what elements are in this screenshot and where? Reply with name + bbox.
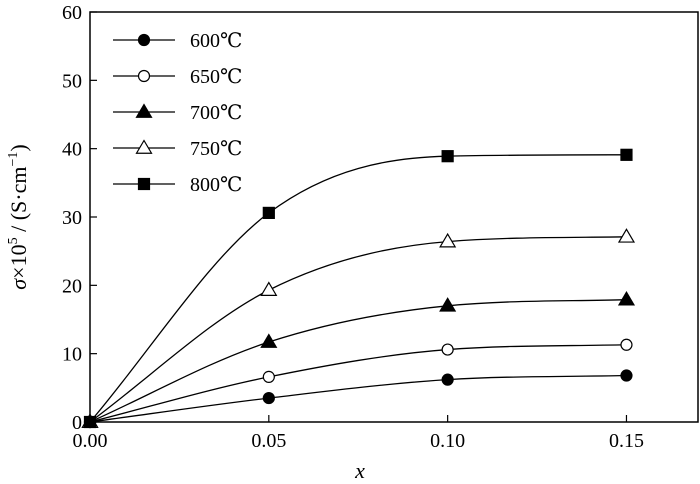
data-point (441, 343, 454, 356)
y-axis: 0 10 20 30 40 50 60 (62, 2, 97, 434)
series-line (89, 344, 627, 423)
legend-marker (135, 103, 153, 118)
legend-label: 750℃ (190, 138, 242, 160)
y-tick-label: 50 (62, 70, 82, 92)
data-point (620, 369, 633, 382)
y-tick-label: 20 (62, 275, 82, 297)
series-line (89, 236, 627, 423)
x-tick-label: 0.10 (430, 430, 465, 452)
data-point (260, 333, 278, 348)
series-0 (83, 369, 633, 429)
data-point (441, 150, 454, 163)
series-2 (81, 290, 636, 428)
x-tick-label: 0.00 (73, 430, 108, 452)
legend-marker (137, 177, 151, 191)
x-tick-label: 0.15 (609, 430, 644, 452)
legend-entry: 800℃ (113, 174, 242, 196)
x-tick-label: 0.05 (251, 430, 286, 452)
legend-marker (137, 69, 151, 83)
series-layer (81, 148, 636, 429)
y-tick-label: 0 (72, 412, 82, 434)
y-tick-label: 30 (62, 207, 82, 229)
series-line (89, 299, 627, 423)
data-point (439, 232, 457, 248)
x-axis-label: x (354, 458, 365, 483)
y-tick-label: 10 (62, 344, 82, 366)
data-point (260, 281, 278, 296)
series-4 (83, 148, 633, 429)
y-label-times: ×10 (6, 244, 31, 278)
y-label-unit-open: / (S·cm (6, 167, 31, 238)
legend-marker (137, 33, 151, 47)
legend: 600℃ 650℃ 700℃ 750℃ 800℃ (113, 30, 242, 196)
y-tick-label: 40 (62, 139, 82, 161)
legend-label: 600℃ (190, 30, 242, 52)
data-point (617, 290, 636, 306)
series-line (89, 154, 627, 423)
series-3 (81, 228, 636, 428)
data-point (262, 206, 275, 219)
data-point (617, 228, 636, 243)
data-point (439, 297, 457, 312)
data-point (262, 370, 275, 383)
data-point (620, 338, 633, 351)
legend-entry: 750℃ (113, 138, 242, 160)
data-point (262, 391, 275, 405)
series-line (89, 374, 627, 423)
data-point (441, 373, 454, 386)
legend-entry: 700℃ (113, 102, 242, 124)
legend-label: 700℃ (190, 102, 242, 124)
legend-entry: 600℃ (113, 30, 242, 52)
legend-entry: 650℃ (113, 66, 242, 88)
legend-label: 650℃ (190, 66, 242, 88)
y-axis-label: σ×105 / (S·cm−1) (6, 144, 31, 289)
legend-marker (135, 139, 153, 154)
legend-label: 800℃ (190, 174, 242, 196)
series-1 (83, 338, 633, 429)
plot-frame (89, 11, 699, 423)
y-label-unit-exp: −1 (6, 152, 21, 167)
data-point (620, 148, 633, 161)
y-label-unit-close: ) (6, 144, 31, 151)
y-label-exp: 5 (6, 237, 21, 244)
y-tick-label: 60 (62, 2, 82, 24)
x-axis: 0.00 0.05 0.10 0.15 (73, 415, 644, 452)
y-label-sigma: σ (6, 278, 31, 290)
data-point (83, 415, 97, 429)
